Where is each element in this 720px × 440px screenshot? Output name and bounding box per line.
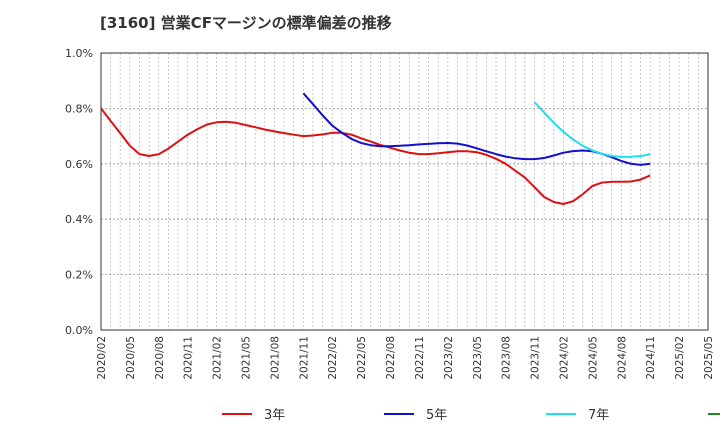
legend-label: 7年 bbox=[588, 408, 609, 423]
y-tick-label: 0.4% bbox=[65, 213, 93, 226]
grid-lines bbox=[101, 53, 708, 330]
x-tick-label: 2020/11 bbox=[183, 336, 195, 380]
x-tick-label: 2022/02 bbox=[327, 336, 339, 380]
x-tick-label: 2024/11 bbox=[645, 336, 657, 380]
series-line-1 bbox=[100, 107, 651, 205]
x-tick-label: 2024/08 bbox=[616, 336, 628, 380]
x-tick-label: 2020/08 bbox=[154, 336, 166, 380]
x-tick-label: 2021/11 bbox=[298, 336, 310, 380]
x-tick-label: 2020/02 bbox=[96, 336, 108, 380]
x-tick-label: 2025/02 bbox=[674, 336, 686, 380]
y-tick-label: 1.0% bbox=[65, 47, 93, 60]
x-tick-label: 2023/11 bbox=[530, 336, 542, 380]
x-tick-label: 2021/08 bbox=[269, 336, 281, 380]
x-tick-label: 2022/05 bbox=[356, 336, 368, 380]
y-tick-label: 0.6% bbox=[65, 158, 93, 171]
plot-frame bbox=[100, 52, 709, 331]
x-tick-label: 2022/08 bbox=[385, 336, 397, 380]
series-lines bbox=[100, 92, 651, 205]
y-tick-label: 0.0% bbox=[65, 324, 93, 337]
x-tick-label: 2020/05 bbox=[125, 336, 137, 380]
x-axis-ticks: 2020/02 2020/05 2020/08 2020/11 2021/02 2021/… bbox=[96, 336, 715, 380]
x-tick-label: 2024/02 bbox=[558, 336, 570, 380]
legend-label: 3年 bbox=[264, 408, 285, 423]
chart-title: [3160] 営業CFマージンの標準偏差の推移 bbox=[100, 14, 392, 32]
y-axis-ticks: 0.0% 0.2% 0.4% 0.6% 0.8% 1.0% bbox=[65, 47, 93, 337]
x-tick-label: 2021/05 bbox=[241, 336, 253, 380]
y-tick-label: 0.8% bbox=[65, 102, 93, 115]
x-tick-label: 2022/11 bbox=[414, 336, 426, 380]
y-tick-label: 0.2% bbox=[65, 269, 93, 282]
series-line-3 bbox=[533, 101, 651, 158]
x-tick-label: 2024/05 bbox=[587, 336, 599, 380]
x-tick-label: 2025/05 bbox=[703, 336, 715, 380]
x-tick-label: 2021/02 bbox=[212, 336, 224, 380]
plot-area bbox=[101, 53, 708, 330]
legend: 3年5年7年10年 bbox=[222, 408, 720, 423]
x-tick-label: 2023/08 bbox=[501, 336, 513, 380]
legend-label: 5年 bbox=[426, 408, 447, 423]
x-tick-label: 2023/05 bbox=[472, 336, 484, 380]
x-tick-label: 2023/02 bbox=[443, 336, 455, 380]
